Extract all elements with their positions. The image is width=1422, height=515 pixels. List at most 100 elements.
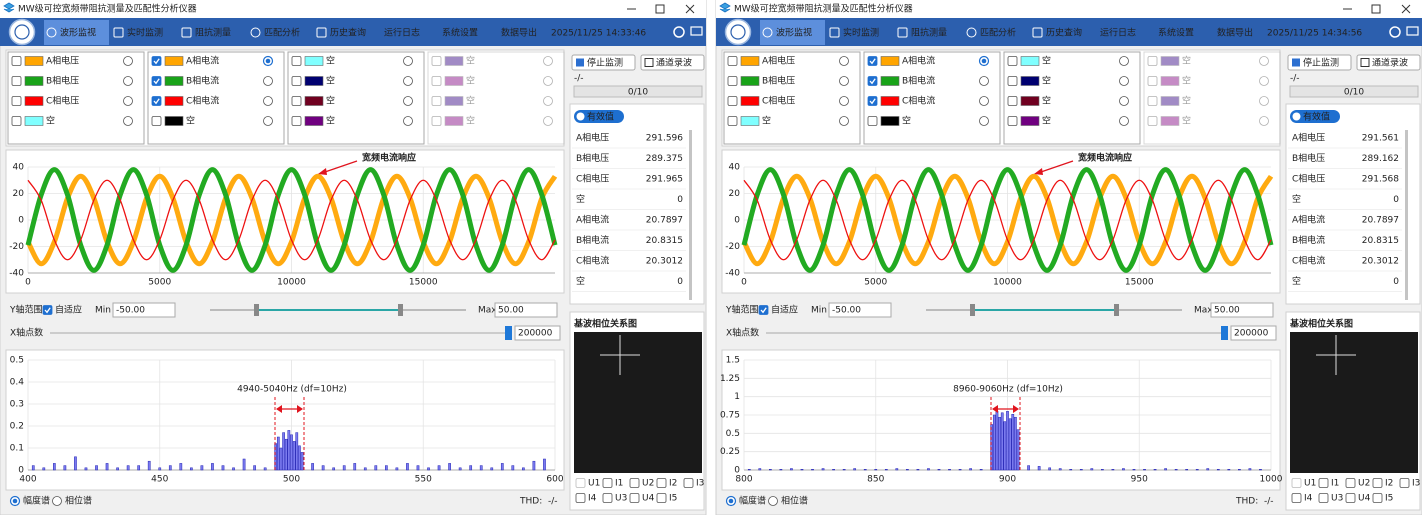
menu-tab[interactable]: 运行日志 <box>384 27 420 39</box>
max-input[interactable] <box>1210 302 1274 318</box>
checkbox[interactable] <box>1318 478 1329 488</box>
x-points-input[interactable] <box>1230 325 1277 341</box>
checkbox[interactable] <box>656 478 667 488</box>
button[interactable] <box>571 54 636 71</box>
radio-button[interactable] <box>1259 76 1269 86</box>
radio-button[interactable] <box>543 76 553 86</box>
phase-channel-label[interactable]: U3 <box>615 494 627 504</box>
radio-button[interactable] <box>543 116 553 126</box>
radio-button[interactable] <box>263 76 273 86</box>
slider-handle[interactable] <box>1221 326 1228 340</box>
radio-button[interactable] <box>1119 76 1129 86</box>
phase-channel-label[interactable]: I2 <box>1385 479 1393 489</box>
phase-channel-label[interactable]: I5 <box>1385 494 1393 504</box>
checkbox[interactable] <box>867 56 878 66</box>
checkbox[interactable] <box>291 116 302 126</box>
rms-toggle[interactable] <box>574 110 624 123</box>
checkbox[interactable] <box>1007 56 1018 66</box>
spectrum-mode[interactable]: 相位谱 <box>65 495 92 507</box>
radio-button[interactable] <box>403 56 413 66</box>
radio-button[interactable] <box>543 96 553 106</box>
checkbox[interactable] <box>1007 76 1018 86</box>
min-input[interactable] <box>112 302 176 318</box>
checkbox[interactable] <box>758 305 769 315</box>
radio-button[interactable] <box>839 76 849 86</box>
radio-button[interactable] <box>1259 56 1269 66</box>
menu-tab[interactable]: 实时监测 <box>843 27 879 39</box>
phase-channel-label[interactable]: I5 <box>669 494 677 504</box>
slider-handle[interactable] <box>505 326 512 340</box>
checkbox[interactable] <box>291 56 302 66</box>
checkbox[interactable] <box>151 116 162 126</box>
display-icon[interactable] <box>1406 26 1419 36</box>
menu-tab[interactable]: 匹配分析 <box>980 27 1016 39</box>
spectrum-mode[interactable]: 幅度谱 <box>739 495 766 507</box>
phase-channel-label[interactable]: U4 <box>1358 494 1371 504</box>
menu-tab[interactable]: 波形监视 <box>776 27 812 39</box>
checkbox[interactable] <box>1007 116 1018 126</box>
radio-button[interactable] <box>52 496 62 506</box>
menu-tab[interactable]: 系统设置 <box>442 27 478 39</box>
radio-button[interactable] <box>263 116 273 126</box>
phase-channel-label[interactable]: I1 <box>1331 479 1339 489</box>
button[interactable] <box>1356 54 1421 71</box>
checkbox[interactable] <box>151 76 162 86</box>
menu-tab[interactable]: 历史查询 <box>330 27 366 39</box>
radio-button[interactable] <box>263 96 273 106</box>
checkbox[interactable] <box>727 96 738 106</box>
radio-button[interactable] <box>979 116 989 126</box>
checkbox[interactable] <box>151 56 162 66</box>
min-input[interactable] <box>828 302 892 318</box>
radio-button[interactable] <box>839 56 849 66</box>
checkbox[interactable] <box>602 493 613 503</box>
phase-channel-label[interactable]: I4 <box>1304 494 1313 504</box>
maximize-button[interactable] <box>655 4 665 14</box>
slider-handle[interactable] <box>254 304 259 316</box>
button-label[interactable]: 停止监测 <box>1303 57 1339 69</box>
checkbox[interactable] <box>291 96 302 106</box>
button-label[interactable]: 停止监测 <box>587 57 623 69</box>
checkbox[interactable] <box>1399 478 1410 488</box>
checkbox[interactable] <box>683 478 694 488</box>
display-icon[interactable] <box>690 26 703 36</box>
checkbox[interactable] <box>656 493 667 503</box>
radio-button[interactable] <box>768 496 778 506</box>
button[interactable] <box>1287 54 1352 71</box>
radio-button[interactable] <box>543 56 553 66</box>
active-tab[interactable] <box>760 20 825 45</box>
checkbox[interactable] <box>1372 493 1383 503</box>
checkbox[interactable] <box>11 76 22 86</box>
checkbox[interactable] <box>867 116 878 126</box>
slider-handle[interactable] <box>1114 304 1119 316</box>
checkbox[interactable] <box>1345 493 1356 503</box>
radio-button[interactable] <box>123 96 133 106</box>
phase-channel-label[interactable]: I1 <box>615 479 623 489</box>
radio-button[interactable] <box>123 76 133 86</box>
menu-tab[interactable]: 运行日志 <box>1100 27 1136 39</box>
checkbox[interactable] <box>727 116 738 126</box>
scrollbar[interactable] <box>1405 130 1408 300</box>
checkbox[interactable] <box>1007 96 1018 106</box>
menu-tab[interactable]: 阻抗测量 <box>195 27 231 39</box>
radio-button[interactable] <box>1259 96 1269 106</box>
phase-channel-label[interactable]: U3 <box>1331 494 1343 504</box>
scrollbar[interactable] <box>689 130 692 300</box>
menu-tab[interactable]: 阻抗测量 <box>911 27 947 39</box>
active-tab[interactable] <box>44 20 109 45</box>
checkbox[interactable] <box>1372 478 1383 488</box>
slider-handle[interactable] <box>398 304 403 316</box>
checkbox[interactable] <box>867 76 878 86</box>
checkbox[interactable] <box>727 56 738 66</box>
radio-button[interactable] <box>123 116 133 126</box>
radio-button[interactable] <box>1119 116 1129 126</box>
button-label[interactable]: 通道录波 <box>656 57 692 69</box>
phase-channel-label[interactable]: U2 <box>642 479 654 489</box>
close-button[interactable] <box>1401 4 1411 14</box>
settings-icon[interactable] <box>1389 26 1401 38</box>
checkbox[interactable] <box>1291 493 1302 503</box>
radio-button[interactable] <box>123 56 133 66</box>
radio-button[interactable] <box>1119 96 1129 106</box>
checkbox[interactable] <box>11 96 22 106</box>
phase-channel-label[interactable]: I2 <box>669 479 677 489</box>
rms-toggle[interactable] <box>1290 110 1340 123</box>
